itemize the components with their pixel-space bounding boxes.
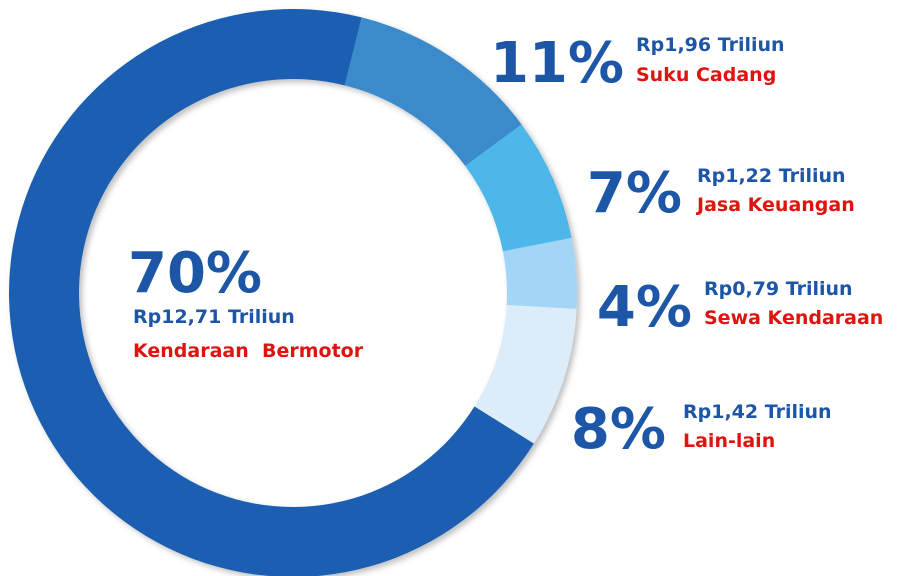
percent-label: 8% bbox=[571, 397, 666, 462]
slice bbox=[502, 237, 577, 309]
percent-label: 7% bbox=[587, 161, 682, 226]
labels: 70%Rp12,71 Triliun Kendaraan Bermotor 11% R… bbox=[128, 31, 883, 462]
slice bbox=[465, 124, 572, 252]
amount-label: Rp1,96 Triliun bbox=[636, 34, 785, 56]
category-label: Kendaraan Bermotor bbox=[133, 340, 364, 362]
percent-label: 4% bbox=[597, 275, 692, 340]
percent-label: 70% bbox=[128, 241, 262, 306]
category-label: Jasa Keuangan bbox=[695, 194, 855, 216]
slice bbox=[474, 304, 577, 444]
percent-label: 11% bbox=[490, 31, 624, 96]
category-label: Sewa Kendaraan bbox=[704, 307, 883, 329]
donut bbox=[9, 9, 577, 576]
amount-label: Rp12,71 Triliun bbox=[133, 306, 295, 328]
amount-label: Rp1,22 Triliun bbox=[697, 165, 846, 187]
amount-label: Rp1,42 Triliun bbox=[683, 401, 832, 423]
amount-label: Rp0,79 Triliun bbox=[704, 278, 853, 300]
category-label: Lain-lain bbox=[683, 430, 775, 452]
category-label: Suku Cadang bbox=[636, 64, 776, 86]
slice bbox=[344, 17, 522, 167]
